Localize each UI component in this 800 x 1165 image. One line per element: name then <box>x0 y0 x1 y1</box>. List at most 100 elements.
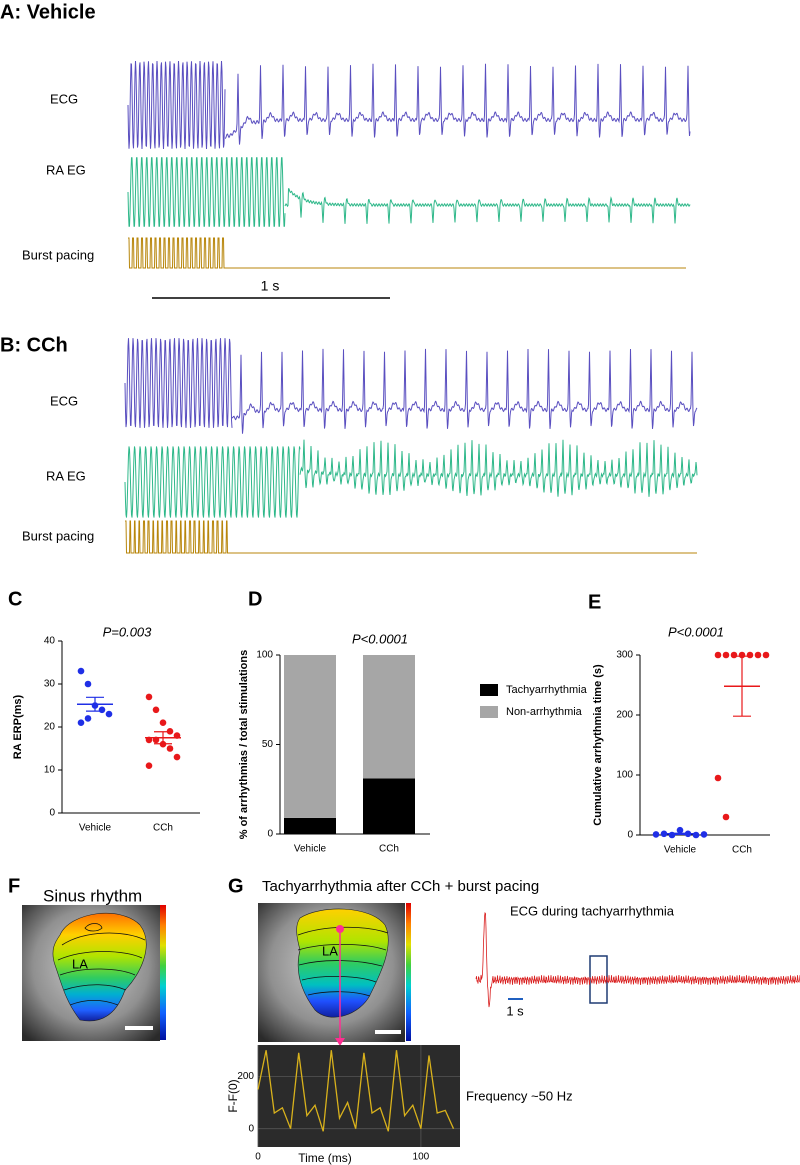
data-point <box>84 680 92 688</box>
data-point <box>692 831 700 839</box>
waveform <box>284 188 691 224</box>
x-tick-label: 100 <box>413 1152 430 1163</box>
x-tick-label: CCh <box>732 845 752 856</box>
panel-label: B: CCh <box>0 334 68 356</box>
panel-label: C <box>8 588 22 610</box>
legend-swatch <box>480 706 498 718</box>
y-tick-label: 100 <box>616 770 633 781</box>
arrow-head <box>335 1038 345 1046</box>
bar-segment <box>284 655 336 818</box>
panel-label: E <box>588 591 601 613</box>
activation-map <box>296 908 389 1018</box>
y-tick-label: 0 <box>627 830 633 841</box>
y-tick-label: 40 <box>44 636 56 647</box>
waveform <box>127 157 286 227</box>
chart-title: P<0.0001 <box>668 624 724 639</box>
error-bar <box>671 832 689 835</box>
isochrone-lines <box>297 926 389 997</box>
x-axis-label: Time (ms) <box>298 1151 352 1165</box>
data-point <box>98 706 106 714</box>
data-point <box>746 651 754 659</box>
data-point <box>754 651 762 659</box>
data-point <box>722 813 730 821</box>
isochrone-lines <box>57 923 146 1006</box>
panel-label: F <box>8 875 20 897</box>
legend-label: Tachyarrhythmia <box>506 684 588 696</box>
chart-title: P<0.0001 <box>352 631 408 646</box>
x-tick-label: CCh <box>379 844 399 855</box>
data-point <box>105 710 113 718</box>
trace-label: ECG <box>50 393 78 408</box>
y-axis-label: F-F(0) <box>226 1079 240 1112</box>
colorbar <box>160 905 166 1040</box>
x-tick-label: 0 <box>255 1152 261 1163</box>
bar-segment <box>284 817 336 834</box>
error-bar <box>733 655 751 717</box>
waveform <box>299 439 698 497</box>
y-tick-label: 300 <box>616 650 633 661</box>
region-label: LA <box>72 956 88 971</box>
y-tick-label: 200 <box>237 1071 254 1082</box>
x-tick-label: Vehicle <box>664 845 697 856</box>
scale-bar <box>125 1026 153 1030</box>
waveform <box>125 520 230 554</box>
data-point <box>84 715 92 722</box>
x-tick-label: Vehicle <box>294 844 327 855</box>
scale-label: 1 s <box>506 1003 524 1018</box>
panel-label: A: Vehicle <box>0 1 96 23</box>
y-tick-label: 10 <box>44 765 56 776</box>
region-label: LA <box>322 943 338 958</box>
trace-label: Burst pacing <box>22 528 94 543</box>
error-bar <box>154 731 172 745</box>
data-point <box>145 693 153 701</box>
y-tick-label: 0 <box>49 808 55 819</box>
data-point <box>173 753 181 761</box>
data-point <box>77 719 85 726</box>
waveform <box>231 348 698 434</box>
waveform <box>128 237 225 269</box>
waveform <box>124 338 233 428</box>
scale-bar <box>375 1030 401 1034</box>
data-point <box>77 667 85 675</box>
data-point <box>714 651 722 659</box>
colorbar <box>406 903 411 1041</box>
data-point <box>714 774 722 782</box>
panel-label: D <box>248 588 262 610</box>
y-tick-label: 0 <box>248 1123 254 1134</box>
waveform <box>124 446 301 518</box>
y-tick-label: 30 <box>44 679 56 690</box>
data-point <box>730 651 738 659</box>
trace-label: ECG <box>50 91 78 106</box>
map-title: Tachyarrhythmia after CCh + burst pacing <box>262 878 539 895</box>
panel-label: G <box>228 875 244 897</box>
y-tick-label: 20 <box>44 722 56 733</box>
ecg-title: ECG during tachyarrhythmia <box>510 903 675 918</box>
y-axis <box>61 641 200 814</box>
y-tick-label: 0 <box>267 829 273 840</box>
frequency-note: Frequency ~50 Hz <box>466 1088 573 1103</box>
recording-site <box>336 925 344 933</box>
data-point <box>159 719 167 726</box>
data-line <box>257 1050 455 1132</box>
trace-label: RA EG <box>46 468 86 483</box>
bar-segment <box>363 778 415 834</box>
waveform <box>225 63 691 145</box>
error-bar <box>86 696 104 712</box>
data-point <box>652 831 660 838</box>
content: A: Vehicle ECG RA EG Burst pacing 1 s B:… <box>0 1 675 1147</box>
x-tick-label: Vehicle <box>79 823 112 834</box>
y-tick-label: 100 <box>256 650 273 661</box>
y-tick-label: 200 <box>616 710 633 721</box>
map-title: Sinus rhythm <box>43 886 142 905</box>
y-axis-label: % of arrhythmias / total stimulations <box>238 650 250 839</box>
data-point <box>762 651 770 659</box>
y-tick-label: 50 <box>262 739 274 750</box>
y-axis-label: Cumulative arrhythmia time (s) <box>592 664 604 826</box>
trace-label: Burst pacing <box>22 247 94 262</box>
y-axis <box>639 655 770 836</box>
y-axis-label: RA ERP(ms) <box>12 694 24 759</box>
data-point <box>722 651 730 659</box>
data-point <box>676 826 684 834</box>
chart-title: P=0.003 <box>103 624 153 639</box>
